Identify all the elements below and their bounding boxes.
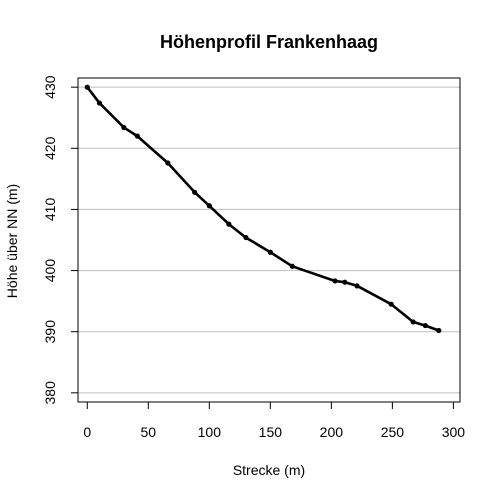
- axes-layer: 0 50 100 150 200 250 300 380 390 400 410 420 430: [42, 75, 465, 440]
- elevation-line: [86, 85, 441, 332]
- y-tick-label-380: 380: [42, 381, 58, 405]
- y-tick-label-390: 390: [42, 320, 58, 344]
- data-point-5: [192, 189, 198, 195]
- data-point-2: [121, 124, 127, 131]
- x-axis-label: Strecke (m): [233, 462, 305, 478]
- y-tick-label-420: 420: [42, 136, 58, 160]
- data-point-6: [206, 203, 212, 209]
- y-tick-label-430: 430: [42, 75, 58, 99]
- data-point-0: [84, 84, 90, 90]
- plot-box: [77, 77, 461, 403]
- data-point-17: [436, 327, 442, 334]
- y-tick-label-400: 400: [42, 259, 58, 283]
- data-point-12: [342, 279, 348, 285]
- data-point-15: [410, 319, 416, 325]
- grid-layer: [78, 86, 460, 394]
- series-layer: [84, 84, 442, 334]
- data-point-10: [289, 263, 295, 269]
- x-tick-label-0: 0: [83, 424, 91, 440]
- data-point-11: [332, 278, 338, 284]
- data-point-9: [267, 249, 273, 255]
- chart-title: Höhenprofil Frankenhaag: [160, 32, 378, 52]
- x-tick-label-150: 150: [259, 424, 283, 440]
- data-point-4: [165, 160, 171, 166]
- data-point-13: [354, 283, 360, 289]
- y-tick-label-410: 410: [42, 198, 58, 222]
- data-point-7: [226, 221, 232, 227]
- x-tick-label-300: 300: [442, 424, 466, 440]
- x-tick-label-50: 50: [141, 424, 157, 440]
- y-axis-label: Höhe über NN (m): [4, 184, 20, 298]
- data-point-3: [134, 133, 140, 139]
- data-point-1: [96, 100, 103, 106]
- data-point-16: [422, 322, 428, 329]
- data-point-14: [388, 301, 394, 307]
- data-point-8: [243, 234, 249, 241]
- x-tick-label-100: 100: [198, 424, 222, 440]
- x-tick-label-250: 250: [381, 424, 405, 440]
- x-tick-label-200: 200: [320, 424, 344, 440]
